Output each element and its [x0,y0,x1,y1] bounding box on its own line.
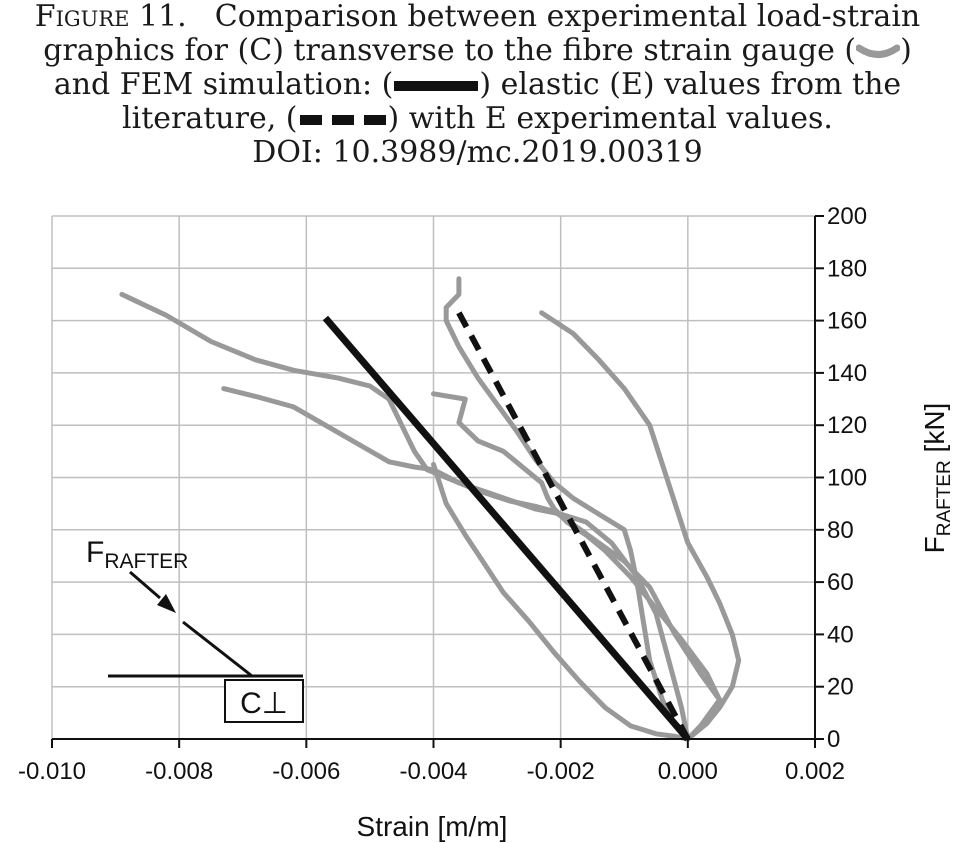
series-line-1 [221,386,691,742]
y-tick-label-2: 40 [827,621,854,648]
caption-text-4b: ) with E experimental values. [387,101,833,136]
series-line-7 [456,311,691,741]
y-tick-label-5: 100 [827,465,867,492]
x-tick-label-2: -0.006 [272,758,340,785]
y-tick-label-10: 200 [827,203,867,230]
experimental-curve-symbol-icon [856,44,901,58]
force-arrow-head-icon [157,594,176,613]
x-tick-label-1: -0.008 [145,758,213,785]
series-line-2 [431,461,691,742]
caption-text-2b: ) [900,33,912,68]
caption-line-3: and FEM simulation: ( ) elastic (E) value… [0,68,955,102]
caption-text-3a: and FEM simulation: ( [53,67,394,102]
series-line-5 [539,310,742,742]
caption-doi: DOI: 10.3989/mc.2019.00319 [252,135,703,170]
x-tick-label-0: -0.010 [18,758,86,785]
inset-force-label: FRAFTER [86,536,188,573]
solid-line-symbol-icon [394,81,479,91]
series-line-6 [322,315,691,742]
y-axis-title: FRAFTER [kN] [919,403,955,554]
series-group [119,276,742,742]
y-tick-labels: 0 20 40 60 80 100 120 140 160 180 200 [827,203,867,753]
y-tick-label-4: 80 [827,517,854,544]
grid-lines [51,215,816,740]
inset-force-sub: RAFTER [104,550,188,573]
y-tick-label-6: 120 [827,412,867,439]
gauge-box [224,679,304,723]
x-tick-label-5: 0.000 [658,758,718,785]
y-tick-label-8: 160 [827,308,867,335]
gauge-box-label: C⊥ [240,687,288,720]
svg-text:FRAFTER [kN]: FRAFTER [kN] [919,403,955,554]
caption-text-4a: literature, ( [122,101,298,136]
dashed-line-symbol-icon [299,115,386,125]
series-line-4 [443,276,691,742]
caption-line-1: Figure 11. Comparison between experimenta… [0,0,955,34]
y-axis-title-sub: RAFTER [934,460,955,536]
y-tick-label-0: 0 [827,726,840,753]
x-axis-title: Strain [m/m] [357,811,508,842]
y-tick-label-1: 20 [827,674,854,701]
force-line-segment [182,620,253,678]
figure-caption: Figure 11. Comparison between experimenta… [0,0,955,170]
y-axis-title-unit: [kN] [919,403,950,461]
caption-line-4: literature, ( ) with E experimental value… [0,102,955,136]
series-line-3 [431,391,723,742]
y-axis-title-main: F [919,536,950,553]
x-tick-label-6: 0.002 [785,758,845,785]
y-tick-label-9: 180 [827,255,867,282]
y-tick-label-7: 140 [827,360,867,387]
inset-force-main: F [86,536,104,569]
force-arrow-shaft [129,570,161,600]
caption-text-2a: graphics for (C) transverse to the fibre… [43,33,857,68]
axes-group [51,215,824,748]
force-diagram-inset: FRAFTER C⊥ [86,536,304,723]
x-tick-label-4: -0.002 [527,758,595,785]
x-tick-labels: -0.010 -0.008 -0.006 -0.004 -0.002 0.000 0.002 [18,758,845,785]
x-tick-label-3: -0.004 [399,758,467,785]
caption-text-3b: ) elastic (E) values from the [479,67,902,102]
y-tick-label-3: 60 [827,569,854,596]
caption-text-1: Comparison between experimental load-str… [214,0,921,34]
figure-label: Figure 11. [34,0,187,34]
caption-line-2: graphics for (C) transverse to the fibre… [0,34,955,68]
